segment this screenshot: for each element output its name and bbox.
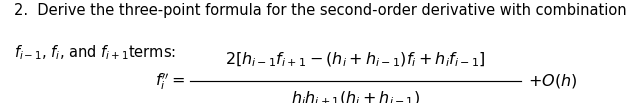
Text: $h_i h_{i+1}(h_i + h_{i-1})$: $h_i h_{i+1}(h_i + h_{i-1})$ [291,90,420,103]
Text: 2.  Derive the three-point formula for the second-order derivative with combinat: 2. Derive the three-point formula for th… [14,3,629,18]
Text: $+ O(h)$: $+ O(h)$ [528,72,577,90]
Text: $2[h_{i-1}f_{i+1} - (h_i + h_{i-1})f_i + h_i f_{i-1}]$: $2[h_{i-1}f_{i+1} - (h_i + h_{i-1})f_i +… [225,51,486,69]
Text: $f_{i-1}$, $f_i$, and $f_{i+1}$terms:: $f_{i-1}$, $f_i$, and $f_{i+1}$terms: [14,43,176,62]
Text: $f_i'' =$: $f_i'' =$ [155,70,186,92]
